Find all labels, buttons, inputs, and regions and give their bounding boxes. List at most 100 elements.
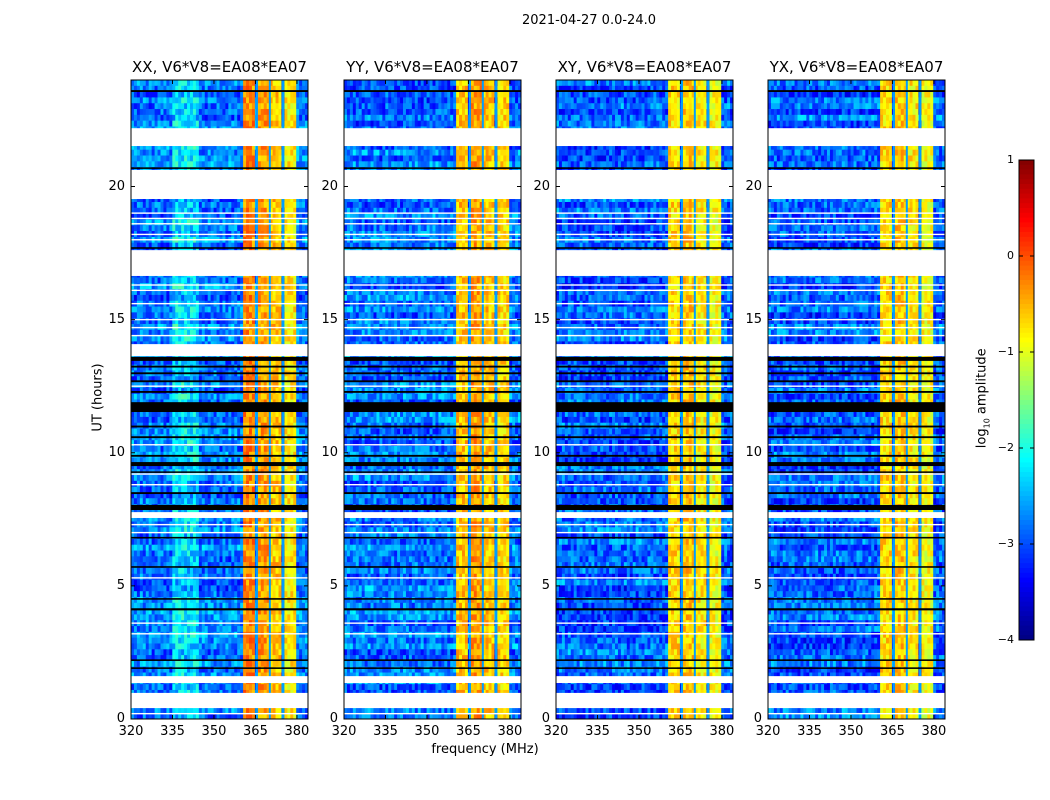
heatmap-cell [181, 498, 185, 505]
heatmap-cell [172, 393, 176, 400]
heatmap-cell [272, 91, 276, 98]
heatmap-cell [272, 382, 276, 389]
heatmap-cell [260, 103, 265, 110]
heatmap-cell [139, 515, 144, 522]
heatmap-cell [210, 556, 214, 563]
heatmap-cell [163, 376, 167, 383]
heatmap-cell [142, 161, 147, 168]
heatmap-cell [210, 283, 214, 290]
heatmap-cell [222, 196, 226, 203]
heatmap-cell [148, 486, 153, 493]
heatmap-cell [257, 393, 262, 400]
heatmap-cell [198, 550, 203, 557]
heatmap-cell [251, 155, 256, 162]
heatmap-cell [207, 538, 212, 546]
heatmap-cell [249, 207, 253, 215]
heatmap-cell [169, 277, 173, 284]
heatmap-cell [142, 486, 147, 493]
heatmap-cell [263, 480, 268, 488]
heatmap-cell [278, 492, 282, 499]
heatmap-cell [257, 475, 262, 482]
heatmap-cell [178, 492, 182, 499]
heatmap-cell [237, 196, 241, 203]
heatmap-cell [249, 538, 253, 546]
heatmap-cell [157, 376, 161, 383]
heatmap-cell [192, 358, 197, 366]
heatmap-cell [192, 283, 197, 290]
heatmap-cell [160, 329, 164, 336]
heatmap-cell [154, 242, 158, 249]
heatmap-cell [157, 91, 161, 98]
heatmap-cell [192, 329, 197, 336]
heatmap-cell [302, 103, 306, 110]
heatmap-cell [260, 109, 265, 116]
heatmap-cell [284, 242, 288, 249]
heatmap-cell [131, 544, 135, 551]
heatmap-cell [181, 416, 185, 424]
heatmap-cell [263, 114, 268, 122]
heatmap-cell [160, 242, 164, 249]
heatmap-cell [133, 457, 138, 464]
heatmap-cell [269, 515, 273, 522]
heatmap-cell [305, 213, 309, 220]
heatmap-cell [299, 294, 303, 302]
heatmap-cell [249, 364, 253, 371]
heatmap-cell [133, 242, 138, 249]
heatmap-cell [163, 562, 167, 569]
heatmap-cell [260, 242, 265, 249]
heatmap-cell [249, 318, 253, 325]
heatmap-cell [269, 382, 273, 389]
heatmap-cell [287, 544, 291, 551]
heatmap-cell [302, 196, 306, 203]
heatmap-cell [257, 97, 262, 104]
heatmap-cell [231, 225, 235, 232]
heatmap-cell [142, 242, 147, 249]
heatmap-cell [302, 225, 306, 232]
heatmap-cell [228, 457, 232, 464]
heatmap-cell [190, 364, 194, 371]
heatmap-cell [204, 376, 209, 383]
heatmap-cell [154, 225, 158, 232]
heatmap-cell [201, 353, 206, 360]
heatmap-cell [272, 219, 276, 226]
heatmap-cell [284, 109, 288, 116]
heatmap-cell [260, 486, 265, 493]
heatmap-cell [181, 527, 185, 534]
heatmap-cell [187, 556, 191, 563]
heatmap-cell [133, 283, 138, 290]
heatmap-cell [296, 457, 300, 464]
heatmap-cell [228, 376, 232, 383]
heatmap-cell [151, 463, 155, 470]
heatmap-cell [210, 445, 214, 453]
heatmap-cell [219, 213, 223, 220]
heatmap-cell [157, 242, 161, 249]
heatmap-cell [305, 411, 309, 418]
heatmap-cell [201, 294, 206, 302]
heatmap-cell [190, 335, 194, 342]
heatmap-cell [266, 161, 271, 168]
heatmap-cell [160, 440, 164, 447]
heatmap-cell [269, 440, 273, 447]
heatmap-cell [278, 463, 282, 470]
heatmap-cell [145, 416, 150, 424]
heatmap-cell [284, 97, 288, 104]
heatmap-cell [157, 358, 161, 366]
heatmap-cell [290, 201, 294, 209]
heatmap-cell [184, 219, 188, 226]
heatmap-cell [296, 538, 300, 546]
heatmap-cell [204, 80, 209, 87]
heatmap-cell [246, 85, 250, 93]
heatmap-cell [163, 91, 167, 98]
heatmap-cell [145, 80, 150, 87]
heatmap-cell [145, 91, 150, 98]
heatmap-cell [151, 492, 155, 499]
heatmap-cell [246, 143, 250, 151]
heatmap-cell [228, 318, 232, 325]
heatmap-cell [160, 289, 164, 296]
heatmap-cell [151, 161, 155, 168]
heatmap-cell [175, 277, 179, 284]
heatmap-cell [154, 161, 158, 168]
heatmap-cell [207, 428, 212, 435]
heatmap-cell [175, 376, 179, 383]
heatmap-cell [251, 80, 256, 87]
